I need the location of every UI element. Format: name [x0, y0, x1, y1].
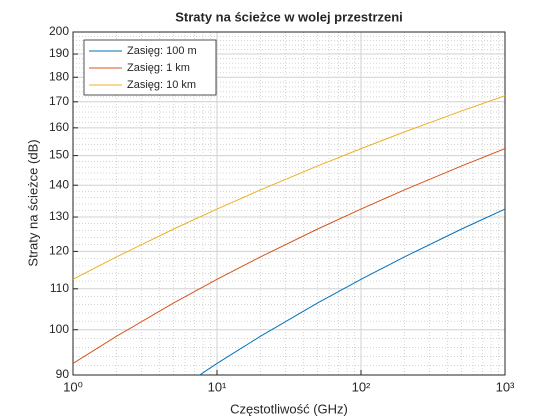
series-line	[198, 208, 505, 375]
y-tick-label: 110	[50, 281, 69, 295]
y-axis-label: Straty na ścieżce (dB)	[25, 139, 40, 266]
y-tick-label: 90	[56, 367, 70, 381]
x-tick-label: 10²	[352, 379, 371, 394]
y-tick-label: 150	[49, 148, 69, 162]
y-tick-label: 200	[49, 24, 69, 38]
chart-title: Straty na ścieżce w wolej przestrzeni	[175, 9, 403, 24]
y-tick-label: 170	[49, 94, 69, 108]
y-tick-label: 130	[49, 209, 69, 223]
legend-label: Zasięg: 1 km	[127, 62, 190, 74]
y-tick-label: 180	[49, 69, 69, 83]
x-axis-label: Częstotliwość (GHz)	[230, 401, 348, 416]
legend-label: Zasięg: 100 m	[127, 45, 197, 57]
y-tick-label: 100	[49, 322, 69, 336]
y-tick-label: 140	[49, 177, 69, 191]
plot-lines	[73, 95, 505, 375]
plot-frame	[72, 31, 506, 376]
legend-label: Zasięg: 10 km	[127, 79, 196, 91]
y-tick-label: 190	[49, 46, 69, 60]
y-tick-label: 160	[49, 120, 69, 134]
x-tick-label: 10¹	[208, 379, 227, 394]
series-line	[73, 148, 505, 364]
series-line	[73, 95, 505, 280]
x-tick-label: 10³	[496, 379, 515, 394]
x-tick-label: 10⁰	[63, 379, 83, 394]
y-tick-label: 120	[49, 244, 69, 258]
